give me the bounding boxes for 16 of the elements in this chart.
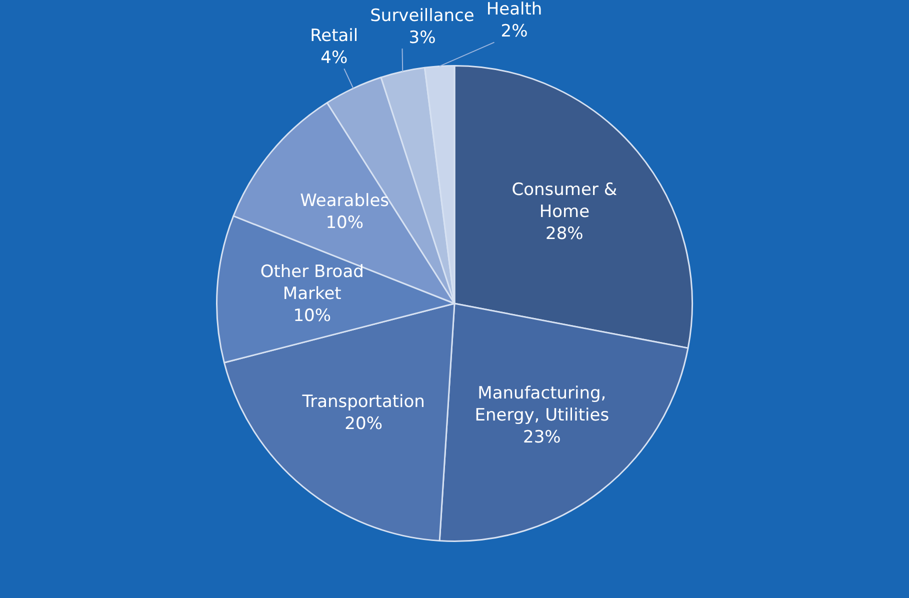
slice-label: Transportation — [301, 392, 425, 412]
data-label: 20% — [344, 414, 382, 434]
data-label: 3% — [408, 28, 436, 48]
slice-label: Consumer & Home — [512, 180, 618, 222]
data-label: 10% — [326, 212, 364, 233]
slice-label: Manufacturing, Energy, Utilities — [474, 384, 610, 426]
slice-label: Retail — [310, 26, 358, 46]
data-label: 28% — [546, 224, 584, 244]
data-label: 4% — [320, 48, 348, 68]
slice-label: Wearables — [300, 190, 390, 211]
slice-label: Surveillance — [370, 6, 474, 26]
data-label: 2% — [500, 22, 528, 42]
slice-label: Health — [486, 0, 542, 20]
data-label: 10% — [293, 306, 332, 326]
slice-label: Other Broad Market — [260, 262, 364, 304]
data-label: 23% — [523, 428, 561, 448]
